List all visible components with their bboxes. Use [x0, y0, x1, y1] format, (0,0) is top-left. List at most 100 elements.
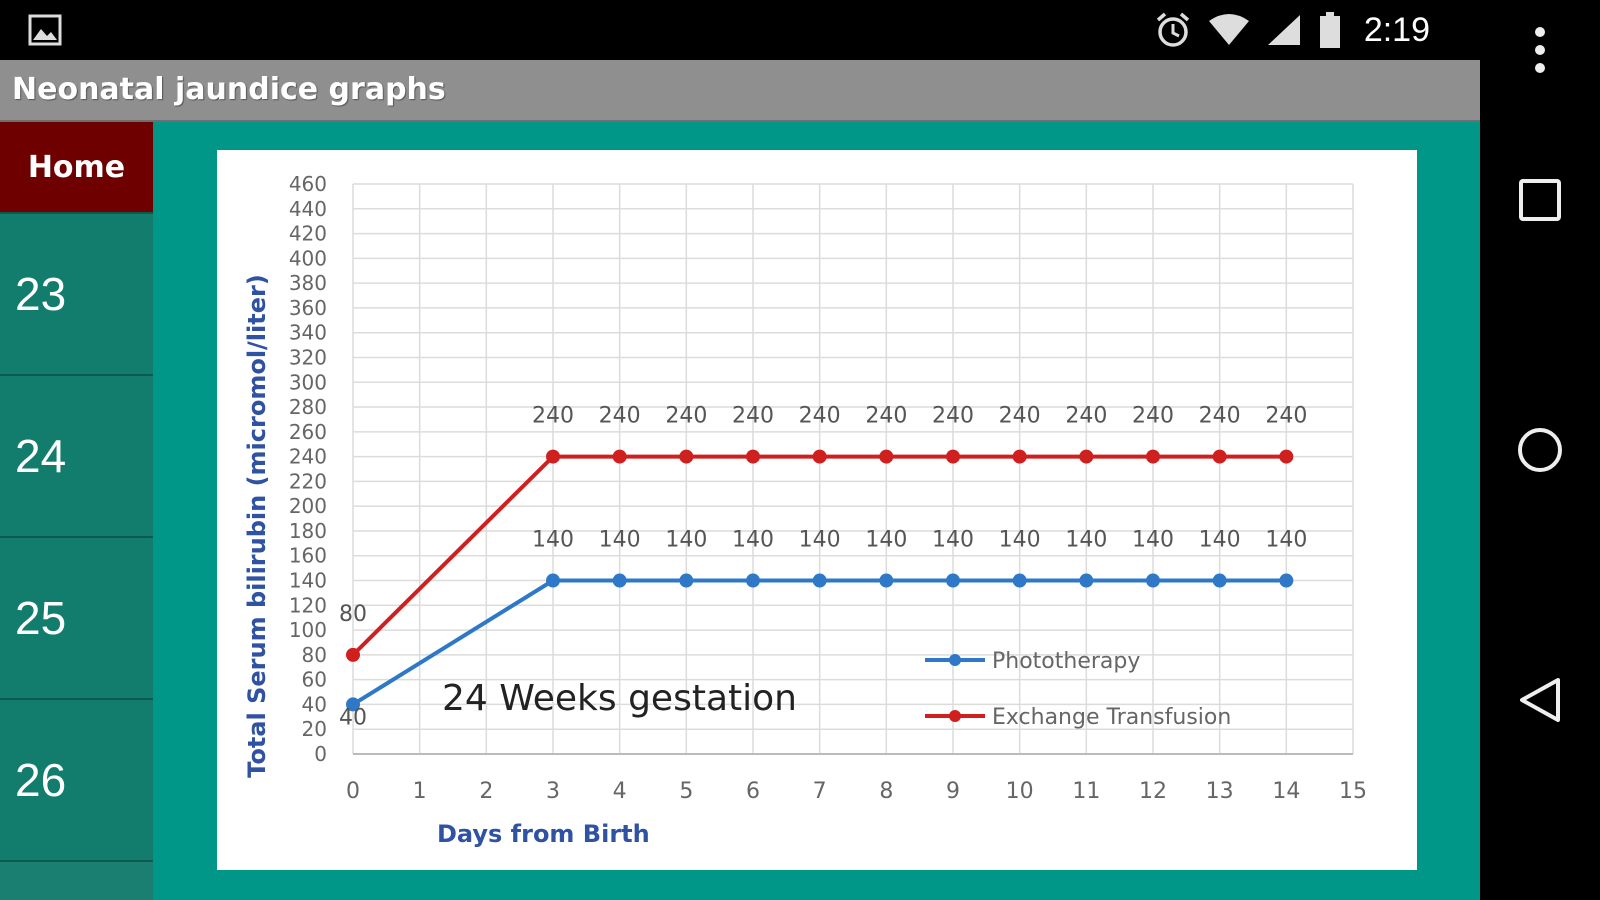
y-tick-label: 60 [302, 668, 327, 692]
point-exchange-transfusion [1146, 449, 1160, 464]
y-tick-label: 0 [314, 742, 327, 766]
point-phototherapy [1146, 573, 1160, 588]
point-exchange-transfusion [1279, 449, 1294, 464]
sidebar-item-24[interactable]: 24 [0, 376, 153, 538]
data-label-exchange-transfusion: 240 [999, 404, 1041, 429]
image-icon [28, 14, 62, 46]
point-phototherapy [1279, 573, 1294, 588]
sidebar: Home 23 24 25 26 [0, 122, 153, 900]
point-exchange-transfusion [346, 647, 360, 662]
data-label-phototherapy: 140 [1132, 528, 1174, 553]
data-label-exchange-transfusion: 240 [732, 404, 774, 429]
data-label-phototherapy: 140 [999, 528, 1041, 553]
point-phototherapy [946, 573, 960, 588]
app-title: Neonatal jaundice graphs [12, 72, 446, 107]
y-tick-label: 20 [302, 717, 327, 741]
x-tick-label: 15 [1339, 779, 1367, 804]
data-label-phototherapy: 140 [1199, 528, 1241, 553]
chart-area: 0 20 40 60 80 100 120 140 160 180 200 220 240 260 280 3… [153, 122, 1480, 900]
recents-button[interactable] [1480, 170, 1600, 230]
data-label-exchange-transfusion: 240 [1132, 404, 1174, 429]
data-label-exchange-transfusion: 240 [799, 404, 841, 429]
y-tick-label: 400 [289, 246, 327, 270]
sidebar-item-23[interactable]: 23 [0, 214, 153, 376]
y-tick-label: 140 [289, 569, 327, 593]
x-axis-label: Days from Birth [437, 820, 650, 848]
sidebar-item-25[interactable]: 25 [0, 538, 153, 700]
y-tick-label: 320 [289, 345, 327, 369]
x-tick-label: 5 [679, 779, 693, 804]
data-label-phototherapy: 140 [532, 528, 574, 553]
data-label-phototherapy: 140 [1065, 528, 1107, 553]
point-phototherapy [812, 573, 827, 588]
back-button[interactable] [1480, 670, 1600, 730]
y-tick-label: 440 [289, 197, 327, 221]
y-tick-label: 260 [289, 420, 327, 444]
y-tick-label: 420 [289, 222, 327, 246]
point-exchange-transfusion [546, 449, 560, 464]
y-tick-labels: 0204060801001201401601802002202402602803… [289, 172, 327, 766]
x-tick-label: 0 [346, 779, 360, 804]
sidebar-item-home[interactable]: Home [0, 122, 153, 214]
status-bar: 2:19 [0, 0, 1480, 60]
data-label-exchange-transfusion: 240 [665, 404, 707, 429]
back-triangle-icon [1520, 678, 1560, 722]
point-exchange-transfusion [679, 449, 694, 464]
data-label-phototherapy: 140 [865, 528, 907, 553]
point-exchange-transfusion [812, 449, 827, 464]
x-tick-label: 3 [546, 779, 560, 804]
overflow-menu-button[interactable] [1480, 20, 1600, 80]
x-tick-label: 6 [746, 779, 760, 804]
point-exchange-transfusion [746, 449, 760, 464]
alarm-clock-icon [1156, 12, 1189, 47]
sidebar-item-26[interactable]: 26 [0, 700, 153, 862]
data-label-phototherapy: 140 [665, 528, 707, 553]
x-tick-label: 1 [413, 779, 427, 804]
data-labels: 40 140 140 140 140 140 140 140 140 140 140 140 140 80… [339, 404, 1307, 731]
chart-legend: Phototherapy Exchange Transfusion [925, 649, 1231, 730]
data-label-exchange-transfusion: 240 [532, 404, 574, 429]
y-tick-label: 220 [289, 469, 327, 493]
recents-icon [1519, 179, 1561, 221]
y-tick-label: 120 [289, 593, 327, 617]
y-axis-label: Total Serum bilirubin (micromol/liter) [243, 274, 271, 778]
x-tick-label: 12 [1139, 779, 1167, 804]
data-label-exchange-transfusion: 240 [1065, 404, 1107, 429]
y-tick-label: 240 [289, 445, 327, 469]
home-circle-icon [1518, 428, 1562, 472]
legend-label-exchange-transfusion: Exchange Transfusion [992, 705, 1231, 730]
data-label-exchange-transfusion: 240 [865, 404, 907, 429]
y-tick-label: 360 [289, 296, 327, 320]
y-tick-label: 300 [289, 370, 327, 394]
point-phototherapy [612, 573, 627, 588]
point-phototherapy [746, 573, 760, 588]
x-tick-label: 9 [946, 779, 960, 804]
app-window: Neonatal jaundice graphs Home 23 24 25 2… [0, 60, 1480, 900]
point-exchange-transfusion [946, 449, 960, 464]
point-phototherapy [1079, 573, 1094, 588]
point-phototherapy [546, 573, 560, 588]
data-label-phototherapy: 40 [339, 705, 367, 730]
point-phototherapy [1212, 573, 1227, 588]
point-exchange-transfusion [879, 449, 894, 464]
x-tick-label: 4 [613, 779, 627, 804]
data-label-exchange-transfusion: 240 [1199, 404, 1241, 429]
navigation-bar [1480, 0, 1600, 900]
point-phototherapy [679, 573, 694, 588]
y-tick-label: 160 [289, 544, 327, 568]
chart-annotation: 24 Weeks gestation [442, 678, 797, 719]
action-bar: Neonatal jaundice graphs [0, 60, 1480, 122]
data-label-phototherapy: 140 [599, 528, 641, 553]
y-tick-label: 180 [289, 519, 327, 543]
x-tick-label: 13 [1206, 779, 1234, 804]
chart-grid [352, 183, 1354, 755]
legend-marker-phototherapy [949, 654, 961, 666]
point-exchange-transfusion [1079, 449, 1094, 464]
x-tick-label: 2 [479, 779, 493, 804]
x-tick-label: 10 [1006, 779, 1034, 804]
y-tick-label: 40 [302, 692, 327, 716]
legend-marker-exchange-transfusion [949, 710, 961, 722]
x-tick-label: 7 [813, 779, 827, 804]
y-tick-label: 200 [289, 494, 327, 518]
home-nav-button[interactable] [1480, 420, 1600, 480]
